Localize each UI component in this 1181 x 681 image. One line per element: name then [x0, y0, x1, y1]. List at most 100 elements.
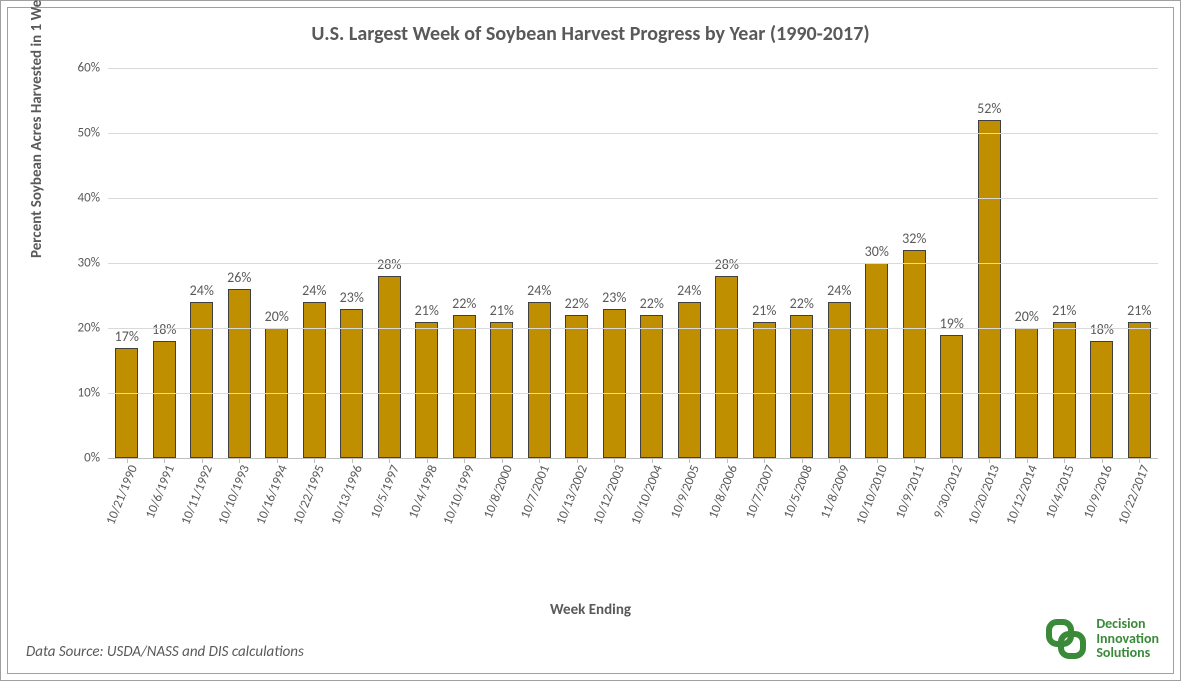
x-tick-label: 10/21/1990	[103, 463, 140, 527]
bar-value-label: 23%	[602, 289, 626, 306]
x-tick-label: 10/13/2002	[553, 463, 590, 527]
bar	[303, 302, 326, 458]
bar	[153, 341, 176, 458]
x-tick-label: 10/4/2015	[1043, 463, 1078, 521]
bar	[678, 302, 701, 458]
x-tick-label: 10/10/1993	[216, 463, 253, 527]
x-tick-label: 10/8/2006	[706, 463, 741, 521]
plot-area: 17% 18% 24% 26% 20% 24% 23% 28% 21% 22% 21% 24% 22% 2…	[108, 68, 1158, 458]
bar-value-label: 21%	[752, 302, 776, 319]
bar-value-label: 22%	[565, 295, 589, 312]
chart-container: U.S. Largest Week of Soybean Harvest Pro…	[7, 7, 1174, 674]
bar	[1128, 322, 1151, 459]
x-tick-label: 10/7/2001	[518, 463, 553, 521]
logo-text: Decision Innovation Solutions	[1096, 617, 1159, 661]
bar-value-label: 24%	[677, 282, 701, 299]
bar-value-label: 17%	[115, 328, 139, 345]
bar-value-label: 22%	[452, 295, 476, 312]
bar	[865, 263, 888, 458]
bar	[115, 348, 138, 459]
bar-value-label: 18%	[152, 321, 176, 338]
y-tick-label: 10%	[78, 386, 100, 401]
x-tick-label: 10/10/2004	[628, 463, 665, 527]
logo: Decision Innovation Solutions	[1042, 615, 1159, 663]
gridline	[108, 263, 1158, 264]
gridline	[108, 458, 1158, 459]
x-tick-label: 10/4/1998	[406, 463, 441, 521]
bar-value-label: 22%	[790, 295, 814, 312]
bar	[978, 120, 1001, 458]
bar-value-label: 24%	[302, 282, 326, 299]
x-tick-label: 10/20/2013	[966, 463, 1003, 527]
bar-value-label: 24%	[827, 282, 851, 299]
bar-value-label: 52%	[977, 100, 1001, 117]
x-tick-label: 10/13/1996	[328, 463, 365, 527]
bar-value-label: 24%	[527, 282, 551, 299]
bar-value-label: 21%	[1052, 302, 1076, 319]
x-tick-label: 10/10/1999	[441, 463, 478, 527]
bar	[1053, 322, 1076, 459]
bar	[378, 276, 401, 458]
x-tick-label: 11/8/2009	[818, 463, 853, 521]
x-tick-label: 10/9/2016	[1081, 463, 1116, 521]
gridline	[108, 133, 1158, 134]
x-tick-label: 10/22/1995	[291, 463, 328, 527]
bar	[190, 302, 213, 458]
bar-value-label: 21%	[1127, 302, 1151, 319]
bar-value-label: 32%	[902, 230, 926, 247]
bar-value-label: 26%	[227, 269, 251, 286]
data-source-note: Data Source: USDA/NASS and DIS calculati…	[26, 643, 304, 661]
bar-value-label: 22%	[640, 295, 664, 312]
gridline	[108, 198, 1158, 199]
x-tick-label: 10/12/2003	[591, 463, 628, 527]
bar-value-label: 21%	[415, 302, 439, 319]
bar-value-label: 28%	[377, 256, 401, 273]
y-tick-label: 40%	[78, 191, 100, 206]
x-tick-label: 10/5/2008	[781, 463, 816, 521]
bar-value-label: 24%	[190, 282, 214, 299]
bar	[415, 322, 438, 459]
x-tick-label: 10/22/2017	[1116, 463, 1153, 527]
bar	[640, 315, 663, 458]
bar-value-label: 23%	[340, 289, 364, 306]
logo-line-3: Solutions	[1096, 646, 1159, 661]
logo-knot-icon	[1042, 615, 1090, 663]
bar	[753, 322, 776, 459]
bar	[715, 276, 738, 458]
x-tick-label: 10/9/2005	[668, 463, 703, 521]
bar	[1090, 341, 1113, 458]
bar-value-label: 20%	[265, 308, 289, 325]
x-tick-label: 10/7/2007	[743, 463, 778, 521]
bar	[528, 302, 551, 458]
y-tick-label: 30%	[78, 256, 100, 271]
bar	[603, 309, 626, 459]
x-tick-label: 9/30/2012	[931, 463, 966, 521]
y-axis-title: Percent Soybean Acres Harvested in 1 Wee…	[28, 0, 46, 258]
y-tick-label: 60%	[78, 61, 100, 76]
y-tick-label: 0%	[84, 451, 100, 466]
gridline	[108, 328, 1158, 329]
y-tick-label: 20%	[78, 321, 100, 336]
x-tick-label: 10/10/2010	[853, 463, 890, 527]
bar	[490, 322, 513, 459]
bar-value-label: 20%	[1015, 308, 1039, 325]
y-tick-label: 50%	[78, 126, 100, 141]
bar	[790, 315, 813, 458]
bar	[828, 302, 851, 458]
x-tick-label: 10/9/2011	[893, 463, 928, 521]
x-tick-label: 10/16/1994	[253, 463, 290, 527]
bar	[228, 289, 251, 458]
bar-value-label: 21%	[490, 302, 514, 319]
bar	[340, 309, 363, 459]
x-tick-label: 10/6/1991	[143, 463, 178, 521]
gridline	[108, 68, 1158, 69]
bar	[940, 335, 963, 459]
x-axis-title: Week Ending	[550, 601, 631, 619]
x-tick-label: 10/11/1992	[178, 463, 215, 527]
bar-value-label: 30%	[865, 243, 889, 260]
x-tick-label: 10/8/2000	[481, 463, 516, 521]
chart-title: U.S. Largest Week of Soybean Harvest Pro…	[8, 8, 1173, 46]
x-tick-label: 10/12/2014	[1003, 463, 1040, 527]
bar	[565, 315, 588, 458]
bar-value-label: 28%	[715, 256, 739, 273]
